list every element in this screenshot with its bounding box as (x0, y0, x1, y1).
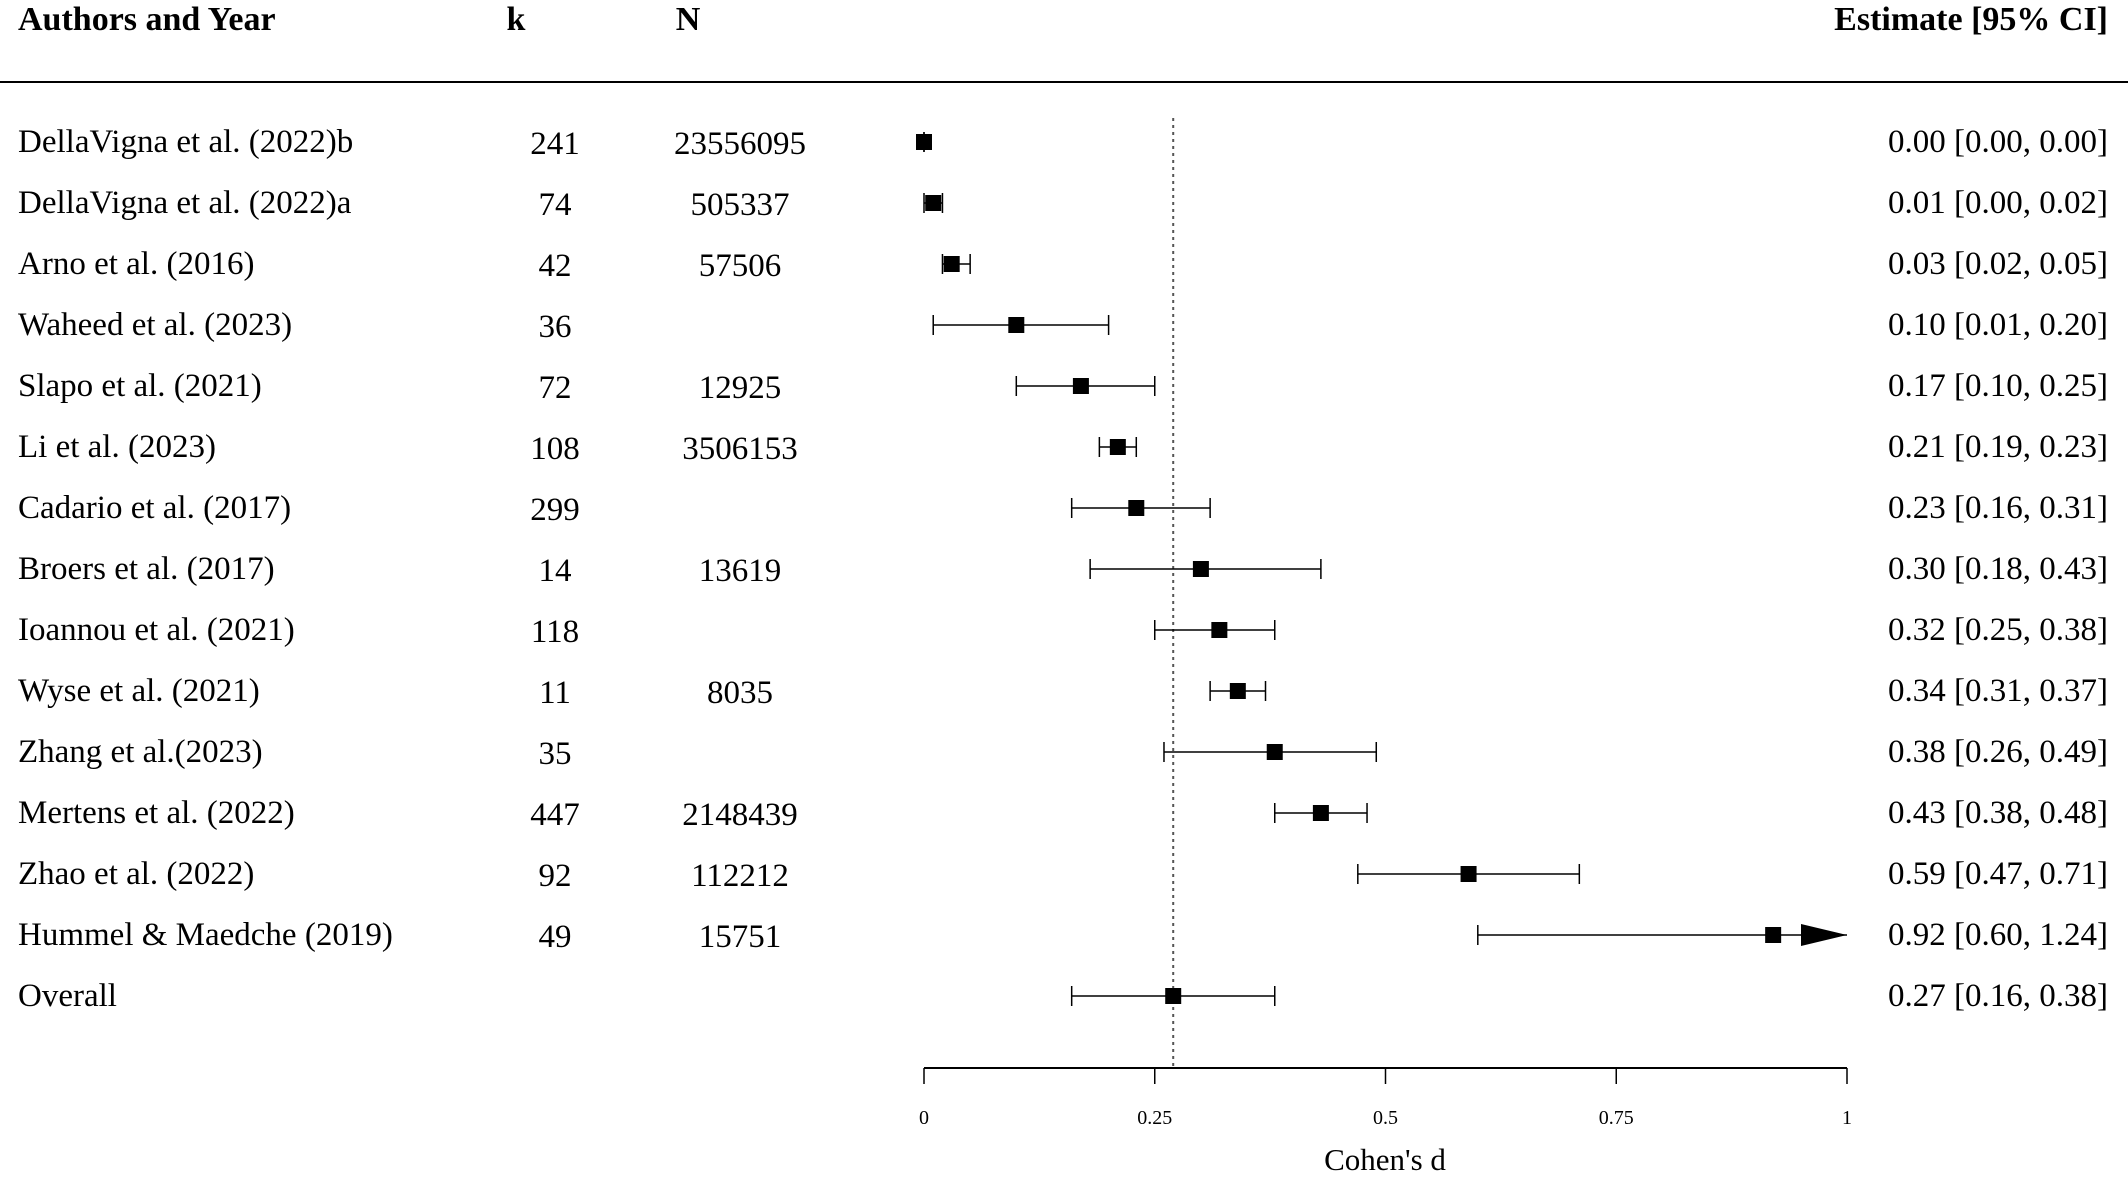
n-value: 15751 (699, 919, 782, 955)
estimate-label: 0.34 [0.31, 0.37] (1888, 673, 2108, 709)
n-value: 57506 (699, 248, 782, 284)
k-value: 108 (530, 431, 580, 467)
k-value: 11 (539, 675, 571, 711)
estimate-label: 0.17 [0.10, 0.25] (1888, 368, 2108, 404)
x-tick-label: 0 (919, 1107, 929, 1129)
x-tick-label: 0.75 (1599, 1107, 1634, 1129)
k-value: 36 (539, 309, 572, 345)
study-row: Li et al. (2023) 108 3506153 0.21 [0.19, 0.… (18, 429, 2108, 467)
estimate-label: 0.21 [0.19, 0.23] (1888, 429, 2108, 465)
estimate-label: 0.03 [0.02, 0.05] (1888, 246, 2108, 282)
k-value: 299 (530, 492, 580, 528)
study-label: Li et al. (2023) (18, 429, 216, 465)
header-estimate: Estimate [95% CI] (1834, 1, 2108, 38)
k-value: 74 (539, 187, 572, 223)
point-estimate (1765, 927, 1782, 943)
k-value: 241 (530, 126, 580, 162)
study-label: Slapo et al. (2021) (18, 368, 262, 404)
n-value: 8035 (707, 675, 773, 711)
header-study: Authors and Year (18, 1, 276, 38)
study-row: Arno et al. (2016) 42 57506 0.03 [0.02, 0.0… (18, 246, 2108, 284)
n-value: 505337 (691, 187, 790, 223)
study-label: Zhao et al. (2022) (18, 856, 254, 892)
point-estimate (1165, 988, 1182, 1004)
point-estimate (1072, 378, 1089, 394)
point-estimate (1266, 744, 1283, 760)
n-value: 13619 (699, 553, 782, 589)
n-value: 3506153 (682, 431, 798, 467)
n-value: 23556095 (674, 126, 806, 162)
x-tick-label: 1 (1842, 1107, 1852, 1129)
n-value: 112212 (691, 858, 789, 894)
x-tick-label: 0.5 (1373, 1107, 1398, 1129)
k-value: 447 (530, 797, 580, 833)
k-value: 118 (531, 614, 579, 650)
study-label: Arno et al. (2016) (18, 246, 254, 282)
point-estimate (1460, 866, 1477, 882)
estimate-label: 0.23 [0.16, 0.31] (1888, 490, 2108, 526)
n-value: 12925 (699, 370, 782, 406)
study-label: Overall (18, 978, 117, 1014)
k-value: 72 (539, 370, 572, 406)
study-label: Broers et al. (2017) (18, 551, 275, 587)
estimate-label: 0.10 [0.01, 0.20] (1888, 307, 2108, 343)
estimate-label: 0.38 [0.26, 0.49] (1888, 734, 2108, 770)
point-estimate (1128, 500, 1145, 516)
estimate-label: 0.32 [0.25, 0.38] (1888, 612, 2108, 648)
study-row: Cadario et al. (2017) 299 0.23 [0.16, 0.31… (18, 490, 2108, 528)
study-row: Zhao et al. (2022) 92 112212 0.59 [0.47, 0.… (18, 856, 2108, 894)
study-row: Hummel & Maedche (2019) 49 15751 0.92 [0.60… (18, 917, 2108, 955)
study-row: Wyse et al. (2021) 11 8035 0.34 [0.31, 0.37… (18, 673, 2108, 711)
estimate-label: 0.43 [0.38, 0.48] (1888, 795, 2108, 831)
study-label: Hummel & Maedche (2019) (18, 917, 393, 953)
point-estimate (1312, 805, 1329, 821)
k-value: 35 (539, 736, 572, 772)
x-axis: 0 0.25 0.5 0.75 1 (919, 1067, 1852, 1129)
point-estimate (1229, 683, 1246, 699)
study-row: Broers et al. (2017) 14 13619 0.30 [0.18, 0… (18, 551, 2108, 589)
point-estimate (1008, 317, 1025, 333)
study-label: DellaVigna et al. (2022)a (18, 185, 352, 221)
header-n: N (676, 1, 701, 38)
study-label: Wyse et al. (2021) (18, 673, 260, 709)
point-estimate (1192, 561, 1209, 577)
header-k: k (507, 1, 526, 38)
n-value: 2148439 (682, 797, 798, 833)
point-estimate (916, 134, 932, 150)
k-value: 42 (539, 248, 572, 284)
study-label: Zhang et al.(2023) (18, 734, 263, 770)
study-row: Ioannou et al. (2021) 118 0.32 [0.25, 0.38… (18, 612, 2108, 650)
estimate-label: 0.30 [0.18, 0.43] (1888, 551, 2108, 587)
point-estimate (943, 256, 960, 272)
point-estimate (1211, 622, 1228, 638)
study-row: Waheed et al. (2023) 36 0.10 [0.01, 0.20] (18, 307, 2108, 345)
x-axis-label: Cohen's d (1324, 1142, 1446, 1177)
estimate-label: 0.27 [0.16, 0.38] (1888, 978, 2108, 1014)
study-row: Slapo et al. (2021) 72 12925 0.17 [0.10, 0.… (18, 368, 2108, 406)
k-value: 92 (539, 858, 572, 894)
study-label: Waheed et al. (2023) (18, 307, 292, 343)
study-row: Zhang et al.(2023) 35 0.38 [0.26, 0.49] (18, 734, 2108, 772)
k-value: 49 (539, 919, 572, 955)
estimate-label: 0.00 [0.00, 0.00] (1888, 124, 2108, 160)
x-tick-label: 0.25 (1137, 1107, 1172, 1129)
estimate-label: 0.92 [0.60, 1.24] (1888, 917, 2108, 953)
point-estimate (925, 195, 942, 211)
study-label: Mertens et al. (2022) (18, 795, 295, 831)
study-label: Ioannou et al. (2021) (18, 612, 295, 648)
estimate-label: 0.59 [0.47, 0.71] (1888, 856, 2108, 892)
study-label: DellaVigna et al. (2022)b (18, 124, 353, 160)
study-row: Mertens et al. (2022) 447 2148439 0.43 [0.3… (18, 795, 2108, 833)
study-row: DellaVigna et al. (2022)a 74 505337 0.01 [0… (18, 185, 2108, 223)
study-label: Cadario et al. (2017) (18, 490, 291, 526)
overall-row: Overall 0.27 [0.16, 0.38] (18, 978, 2108, 1014)
k-value: 14 (539, 553, 572, 589)
ci-truncated-arrow (1801, 924, 1847, 946)
point-estimate (1109, 439, 1126, 455)
study-row: DellaVigna et al. (2022)b 241 23556095 0.00… (18, 124, 2108, 162)
estimate-label: 0.01 [0.00, 0.02] (1888, 185, 2108, 221)
